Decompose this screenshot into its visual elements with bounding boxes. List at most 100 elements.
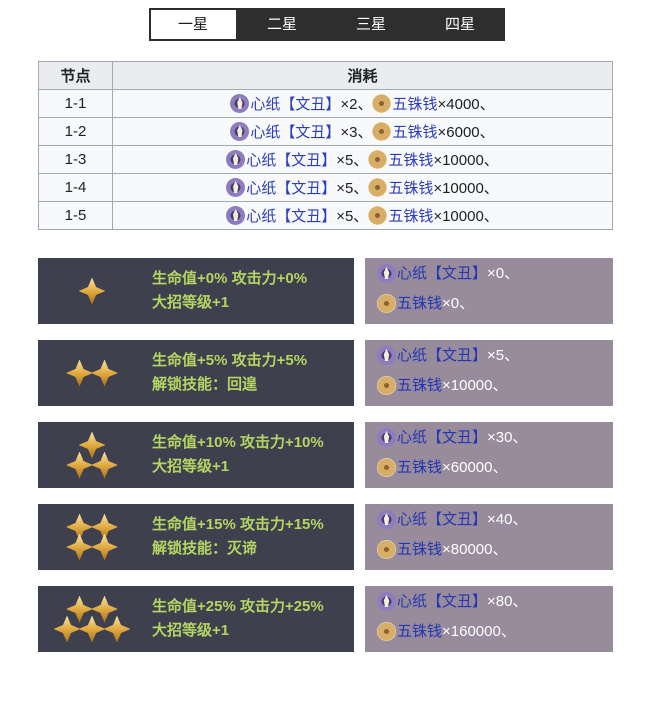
star-row: [66, 533, 118, 561]
item-link[interactable]: 五铢钱: [397, 377, 443, 394]
item-count: ×6000、: [437, 124, 495, 141]
item-count: ×5、: [336, 180, 369, 197]
star-group: [38, 277, 146, 305]
node-label: 1-1: [38, 89, 113, 118]
star-cost-panel: 心纸【文丑】 ×30、 五铢钱 ×60000、: [365, 422, 613, 488]
star-group: [38, 513, 146, 561]
heart-paper-icon: [377, 428, 396, 447]
coin-icon: [368, 206, 388, 225]
cost-entry: 心纸【文丑】 ×3、: [230, 121, 372, 142]
star-icon: [91, 359, 118, 387]
cost-entry: 五铢钱 ×60000、: [377, 455, 508, 480]
cost-entry: 心纸【文丑】 ×5、: [226, 149, 368, 170]
item-link[interactable]: 心纸【文丑】: [397, 265, 488, 282]
effect-line-2: 大招等级+1: [152, 622, 230, 639]
cost-line: 心纸【文丑】 ×5、: [377, 343, 613, 373]
effect-line-2: 解锁技能：灭谛: [152, 540, 258, 557]
star-group: [38, 359, 146, 387]
cost-line: 心纸【文丑】 ×2、 五铢钱 ×4000、: [117, 93, 608, 114]
item-count: ×40、: [487, 511, 528, 528]
item-link[interactable]: 五铢钱: [397, 459, 443, 476]
item-link[interactable]: 五铢钱: [388, 152, 434, 169]
effect-line-1: 生命值+15% 攻击力+15%: [152, 516, 324, 533]
item-link[interactable]: 心纸【文丑】: [397, 347, 488, 364]
coin-icon: [377, 622, 396, 641]
item-link[interactable]: 心纸【文丑】: [397, 429, 488, 446]
item-link[interactable]: 五铢钱: [388, 180, 434, 197]
cost-entry: 心纸【文丑】 ×2、: [230, 93, 372, 114]
item-count: ×10000、: [433, 180, 499, 197]
heart-paper-icon: [377, 592, 396, 611]
paper-glyph: [233, 181, 239, 193]
cost-line: 心纸【文丑】 ×5、 五铢钱 ×10000、: [117, 205, 608, 226]
column-header-cost: 消耗: [112, 61, 613, 90]
star-icon: [66, 533, 93, 561]
coin-icon: [368, 178, 388, 197]
item-link[interactable]: 心纸【文丑】: [246, 152, 337, 169]
item-link[interactable]: 五铢钱: [397, 295, 443, 312]
effect-text: 生命值+25% 攻击力+25% 大招等级+1: [152, 595, 324, 643]
star-icon: [103, 615, 131, 643]
cost-line: 心纸【文丑】 ×5、 五铢钱 ×10000、: [117, 149, 608, 170]
table-row: 1-3 心纸【文丑】 ×5、 五铢钱 ×10000、: [38, 145, 613, 174]
node-label: 1-3: [38, 145, 113, 174]
column-header-node: 节点: [38, 61, 113, 90]
heart-paper-icon: [377, 264, 396, 283]
tab-2-star[interactable]: 二星: [266, 16, 297, 33]
star-icon: [91, 533, 118, 561]
tab-4-star[interactable]: 四星: [444, 16, 475, 33]
item-link[interactable]: 五铢钱: [392, 124, 438, 141]
cost-entry: 五铢钱 ×80000、: [377, 537, 508, 562]
tab-1-star[interactable]: 一星: [148, 8, 238, 41]
node-cost-table: 节点 消耗 1-1 心纸【文丑】 ×2、 五铢钱 ×4000、 1-2 心纸【文丑】 ×…: [38, 61, 613, 230]
cost-entry: 五铢钱 ×160000、: [377, 619, 516, 644]
star-effect-panel: 生命值+5% 攻击力+5% 解锁技能：回遑: [38, 340, 354, 406]
effect-line-1: 生命值+10% 攻击力+10%: [152, 434, 324, 451]
item-link[interactable]: 心纸【文丑】: [246, 208, 337, 225]
star-upgrade-row: 生命值+5% 攻击力+5% 解锁技能：回遑 心纸【文丑】 ×5、 五铢钱 ×10000…: [38, 340, 653, 406]
coin-icon: [377, 540, 396, 559]
item-count: ×5、: [336, 152, 369, 169]
item-count: ×3、: [340, 124, 373, 141]
paper-glyph: [237, 125, 243, 137]
item-link[interactable]: 心纸【文丑】: [246, 180, 337, 197]
cost-line: 心纸【文丑】 ×30、: [377, 425, 613, 455]
cost-line: 五铢钱 ×80000、: [377, 537, 613, 567]
item-link[interactable]: 心纸【文丑】: [250, 124, 341, 141]
star-group: [38, 431, 146, 479]
paper-glyph: [237, 97, 243, 109]
table-row: 1-2 心纸【文丑】 ×3、 五铢钱 ×6000、: [38, 117, 613, 146]
tab-3-star[interactable]: 三星: [355, 16, 386, 33]
item-count: ×10000、: [433, 208, 499, 225]
star-row: [66, 451, 118, 479]
cost-entry: 五铢钱 ×0、: [377, 291, 474, 316]
effect-text: 生命值+0% 攻击力+0% 大招等级+1: [152, 267, 307, 315]
node-label: 1-2: [38, 117, 113, 146]
item-link[interactable]: 五铢钱: [397, 623, 443, 640]
star-effect-panel: 生命值+0% 攻击力+0% 大招等级+1: [38, 258, 354, 324]
item-count: ×2、: [340, 96, 373, 113]
heart-paper-icon: [230, 122, 250, 141]
item-link[interactable]: 五铢钱: [392, 96, 438, 113]
item-link[interactable]: 心纸【文丑】: [250, 96, 341, 113]
cost-line: 心纸【文丑】 ×3、 五铢钱 ×6000、: [117, 121, 608, 142]
paper-glyph: [383, 267, 390, 279]
cost-line: 五铢钱 ×60000、: [377, 455, 613, 485]
item-count: ×4000、: [437, 96, 495, 113]
paper-glyph: [383, 595, 390, 607]
item-link[interactable]: 心纸【文丑】: [397, 511, 488, 528]
item-link[interactable]: 心纸【文丑】: [397, 593, 488, 610]
star-icon: [78, 615, 106, 643]
star-cost-panel: 心纸【文丑】 ×80、 五铢钱 ×160000、: [365, 586, 613, 652]
table-row: 1-5 心纸【文丑】 ×5、 五铢钱 ×10000、: [38, 201, 613, 230]
star-row: [78, 431, 106, 459]
item-count: ×160000、: [442, 623, 516, 640]
star-upgrade-row: 生命值+15% 攻击力+15% 解锁技能：灭谛 心纸【文丑】 ×40、五铢钱 ×80…: [38, 504, 653, 570]
cost-entry: 五铢钱 ×10000、: [368, 177, 499, 198]
star-tabbar: 一星 二星 三星 四星: [148, 8, 505, 41]
item-link[interactable]: 五铢钱: [397, 541, 443, 558]
star-effect-panel: 生命值+15% 攻击力+15% 解锁技能：灭谛: [38, 504, 354, 570]
cost-entry: 心纸【文丑】 ×5、: [226, 205, 368, 226]
heart-paper-icon: [230, 94, 250, 113]
item-link[interactable]: 五铢钱: [388, 208, 434, 225]
